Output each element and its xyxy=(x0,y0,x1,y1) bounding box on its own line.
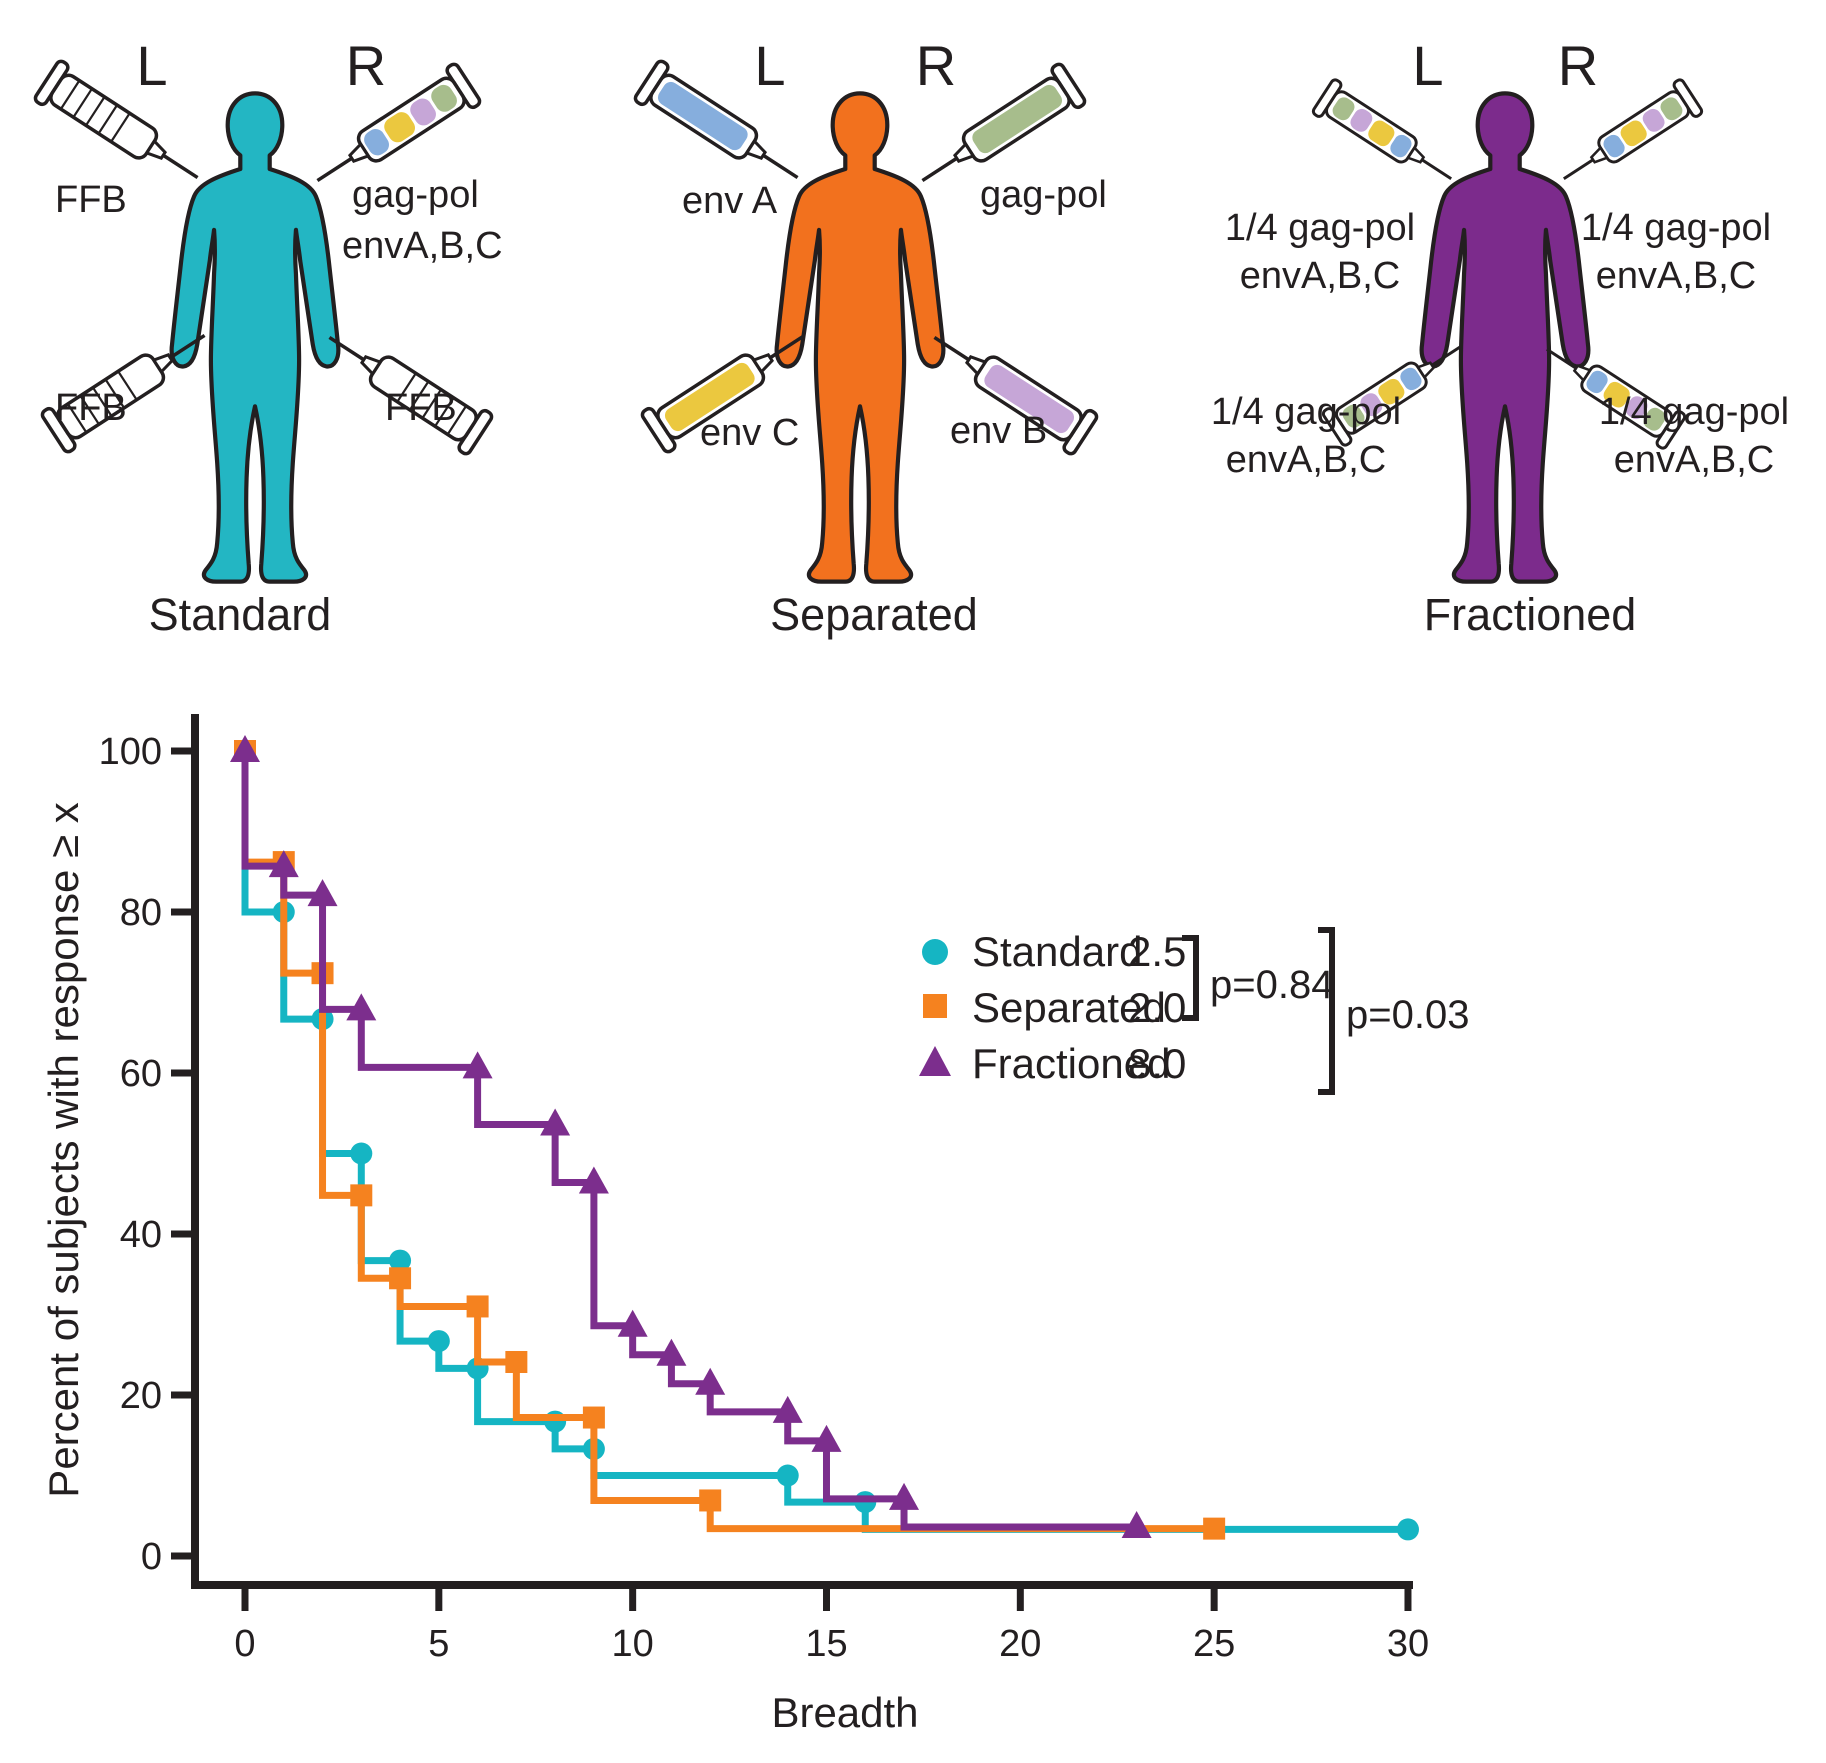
x-tick-label: 30 xyxy=(1387,1623,1429,1665)
injection-label-gagpol-line2: envA,B,C xyxy=(342,225,503,267)
injection-label-envA: env A xyxy=(682,180,778,222)
x-tick-label: 10 xyxy=(612,1623,654,1665)
body-silhouette-standard xyxy=(172,93,339,581)
injection-label-gagpol: gag-pol xyxy=(980,174,1107,216)
injection-label-ul-line1: 1/4 gag-pol xyxy=(1225,207,1415,249)
standard-data-point xyxy=(350,1142,373,1165)
right-side-letter: R xyxy=(346,34,386,97)
injection-label-ll-line1: 1/4 gag-pol xyxy=(1211,391,1401,433)
fractioned-data-point xyxy=(1121,1511,1152,1539)
panel-caption-fractioned: Fractioned xyxy=(1424,589,1637,640)
breadth-chart: 0 20 40 60 80 100 0 5 10 15 20 25 30 Breadth Percen… xyxy=(40,714,1469,1736)
separated-data-point xyxy=(505,1350,528,1373)
legend-label-separated: Separated xyxy=(972,984,1166,1031)
standard-data-point xyxy=(1396,1518,1419,1541)
panel-fractioned: L R 1/4 gag-pol envA,B,C 1/4 gag-pol env… xyxy=(1211,34,1789,640)
fractioned-data-point xyxy=(462,1051,493,1079)
injection-label-gagpol-line1: gag-pol xyxy=(352,174,479,216)
legend-label-fractioned: Fractioned xyxy=(972,1040,1170,1087)
left-side-letter: L xyxy=(754,34,785,97)
injection-label-ur-line2: envA,B,C xyxy=(1596,255,1757,297)
panel-separated: L R env A gag-pol env C env B Separated xyxy=(634,34,1107,640)
panel-standard: L R FFB gag-pol envA,B,C FFB FFB Standar… xyxy=(34,34,503,640)
fractioned-data-point xyxy=(578,1166,609,1194)
legend-label-standard: Standard xyxy=(972,928,1142,975)
fractioned-data-point xyxy=(695,1367,726,1395)
separated-data-point xyxy=(582,1406,605,1429)
x-tick-label: 5 xyxy=(428,1623,449,1665)
legend-value-separated: 2.0 xyxy=(1128,984,1186,1031)
y-tick-label: 80 xyxy=(120,892,162,934)
standard-data-point xyxy=(776,1464,799,1487)
syringe-ffb-upper-left-icon xyxy=(34,59,211,197)
standard-data-point xyxy=(544,1410,567,1433)
x-axis-ticks: 0 5 10 15 20 25 30 xyxy=(234,1585,1429,1665)
injection-label-envC: env C xyxy=(700,412,799,454)
separated-curve xyxy=(241,751,1215,1533)
legend-marker-triangle xyxy=(919,1046,951,1076)
fractioned-data-point xyxy=(811,1424,842,1452)
separated-data-point xyxy=(466,1295,489,1318)
fractioned-data-point xyxy=(889,1482,920,1510)
fractioned-data-point xyxy=(540,1108,571,1136)
injection-label-lr-line1: 1/4 gag-pol xyxy=(1599,391,1789,433)
fractioned-data-point xyxy=(346,993,377,1021)
separated-data-point xyxy=(1203,1517,1226,1540)
x-tick-label: 20 xyxy=(999,1623,1041,1665)
injection-label-envB: env B xyxy=(950,410,1047,452)
fractioned-data-point xyxy=(617,1309,648,1337)
injection-label-ul-line2: envA,B,C xyxy=(1240,255,1401,297)
panel-caption-separated: Separated xyxy=(770,589,978,640)
x-tick-label: 15 xyxy=(805,1623,847,1665)
standard-data-point xyxy=(427,1330,450,1353)
y-tick-label: 40 xyxy=(120,1214,162,1256)
y-tick-label: 0 xyxy=(141,1536,162,1578)
injection-label-ffb-lower-right: FFB xyxy=(385,387,457,429)
right-side-letter: R xyxy=(1558,34,1598,97)
panel-caption-standard: Standard xyxy=(149,589,332,640)
p-value-outer: p=0.03 xyxy=(1346,993,1469,1037)
p-value-inner: p=0.84 xyxy=(1210,963,1333,1007)
injection-label-ll-line2: envA,B,C xyxy=(1226,439,1387,481)
right-side-letter: R xyxy=(916,34,956,97)
left-side-letter: L xyxy=(1412,34,1443,97)
left-side-letter: L xyxy=(136,34,167,97)
y-axis-title: Percent of subjects with response ≥ x xyxy=(40,802,87,1497)
data-series xyxy=(230,735,1419,1541)
fractioned-data-point xyxy=(772,1395,803,1423)
legend-value-standard: 2.5 xyxy=(1128,928,1186,975)
y-axis-ticks: 0 20 40 60 80 100 xyxy=(99,731,195,1578)
fractioned-data-point xyxy=(268,850,299,878)
separated-data-point xyxy=(389,1267,412,1290)
legend: Standard Separated Fractioned 2.5 2.0 8.… xyxy=(919,927,1469,1095)
injection-label-ffb-upper-left: FFB xyxy=(55,179,127,221)
standard-data-point xyxy=(389,1249,412,1272)
y-tick-label: 60 xyxy=(120,1053,162,1095)
body-silhouette-fractioned xyxy=(1422,93,1589,581)
injection-label-ur-line1: 1/4 gag-pol xyxy=(1581,207,1771,249)
injection-label-lr-line2: envA,B,C xyxy=(1614,439,1775,481)
separated-data-point xyxy=(699,1489,722,1512)
comparison-bracket-inner xyxy=(1182,935,1199,1021)
legend-value-fractioned: 8.0 xyxy=(1128,1040,1186,1087)
legend-marker-square xyxy=(923,994,947,1018)
fractioned-data-point xyxy=(307,879,338,907)
y-tick-label: 20 xyxy=(120,1375,162,1417)
x-axis-title: Breadth xyxy=(771,1689,918,1736)
standard-curve xyxy=(241,751,1408,1533)
fractioned-curve xyxy=(241,751,1137,1531)
fractioned-data-point xyxy=(230,735,260,762)
x-tick-label: 25 xyxy=(1193,1623,1235,1665)
injection-label-ffb-lower-left: FFB xyxy=(55,387,127,429)
x-tick-label: 0 xyxy=(234,1623,255,1665)
comparison-bracket-outer xyxy=(1318,927,1335,1095)
fractioned-data-point xyxy=(656,1338,687,1366)
legend-marker-circle xyxy=(922,939,948,965)
separated-data-point xyxy=(350,1184,373,1207)
y-tick-label: 100 xyxy=(99,731,162,773)
